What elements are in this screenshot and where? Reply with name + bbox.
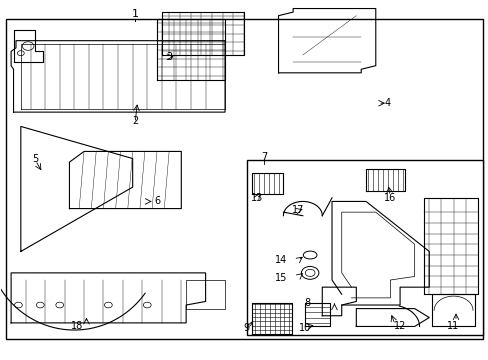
Text: 18: 18 [70,321,82,332]
Text: 15: 15 [274,273,286,283]
Text: 1: 1 [131,9,138,19]
Text: 10: 10 [299,323,311,333]
Text: 17: 17 [291,205,304,215]
Text: 4: 4 [384,98,390,108]
Text: 3: 3 [166,52,172,62]
Text: 6: 6 [154,197,160,206]
Text: 16: 16 [384,193,396,203]
Text: 5: 5 [32,154,39,163]
Bar [246,160,482,336]
Text: 7: 7 [260,152,266,162]
Text: 13: 13 [250,193,262,203]
Text: 9: 9 [244,323,249,333]
Text: 2: 2 [132,116,138,126]
Text: 14: 14 [274,255,286,265]
Text: 11: 11 [447,321,459,332]
Text: 8: 8 [304,298,310,308]
Bar [6,19,482,339]
Text: 12: 12 [393,321,406,332]
